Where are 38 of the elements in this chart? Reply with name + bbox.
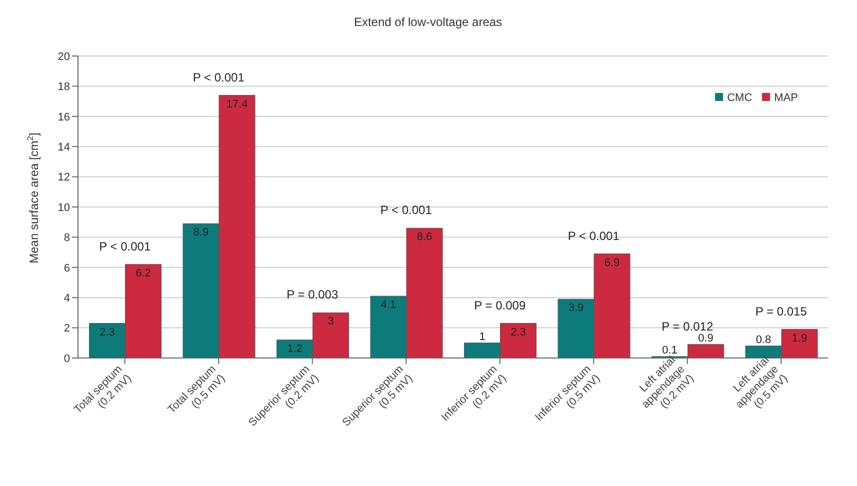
y-tick-label: 16 bbox=[58, 111, 70, 124]
data-label: 2.3 bbox=[510, 326, 526, 338]
data-label: 17.4 bbox=[226, 98, 248, 110]
data-label: 6.9 bbox=[604, 256, 620, 269]
data-label: 1.2 bbox=[287, 342, 302, 355]
y-tick-label: 0 bbox=[64, 352, 70, 365]
y-tick-label: 14 bbox=[58, 142, 70, 154]
chart-title: Extend of low-voltage areas bbox=[354, 15, 502, 29]
y-tick-label: 20 bbox=[58, 50, 70, 63]
y-tick-label: 2 bbox=[64, 322, 70, 335]
legend-label: MAP bbox=[774, 92, 798, 104]
annotation: P < 0.001 bbox=[568, 228, 620, 243]
data-label: 8.9 bbox=[193, 226, 209, 239]
data-label: 1.9 bbox=[792, 332, 808, 344]
annotation: P = 0.003 bbox=[286, 288, 338, 302]
y-tick-label: 12 bbox=[58, 172, 70, 184]
annotation: P = 0.015 bbox=[755, 304, 808, 318]
data-label: 3.9 bbox=[568, 302, 584, 314]
data-label: 0.1 bbox=[662, 344, 678, 356]
data-label: 1 bbox=[479, 330, 486, 343]
y-tick-label: 10 bbox=[58, 202, 70, 214]
annotation: P = 0.009 bbox=[474, 298, 526, 312]
data-label: 2.3 bbox=[100, 326, 115, 338]
annotation: P < 0.001 bbox=[192, 70, 245, 84]
y-tick-label: 18 bbox=[58, 81, 70, 94]
annotation: P < 0.001 bbox=[380, 203, 432, 218]
data-label: 3 bbox=[328, 316, 334, 328]
data-label: 0.9 bbox=[698, 332, 714, 344]
data-label: 8.6 bbox=[416, 231, 432, 244]
legend-label: CMC bbox=[727, 92, 752, 104]
y-tick-label: 6 bbox=[64, 262, 70, 274]
annotation: P < 0.001 bbox=[99, 239, 151, 254]
y-tick-label: 8 bbox=[64, 232, 70, 244]
annotation: P = 0.012 bbox=[662, 319, 714, 334]
data-label: 0.8 bbox=[756, 334, 772, 346]
data-label: 4.1 bbox=[380, 299, 396, 312]
data-label: 6.2 bbox=[136, 267, 151, 280]
y-tick-label: 4 bbox=[64, 292, 70, 305]
